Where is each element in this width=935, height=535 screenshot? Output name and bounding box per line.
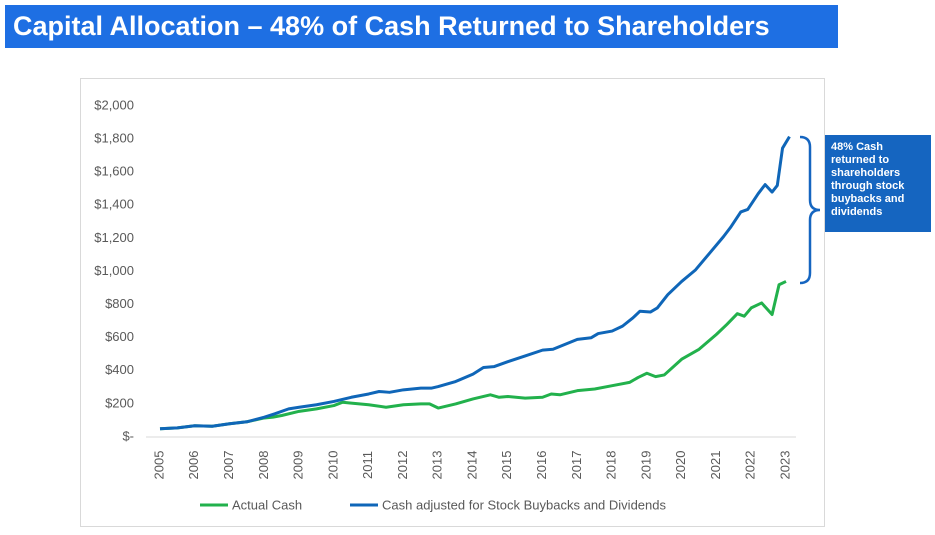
x-tick-label: 2006 (186, 451, 201, 480)
x-tick-label: 2016 (534, 451, 549, 480)
line (159, 280, 787, 431)
y-tick-label: $1,000 (94, 263, 134, 278)
x-tick-label: 2019 (638, 451, 653, 480)
brace (799, 135, 821, 285)
y-tick-label: $400 (105, 362, 134, 377)
title-banner: Capital Allocation – 48% of Cash Returne… (5, 5, 838, 48)
y-tick-label: $1,600 (94, 164, 134, 179)
x-tick-label: 2014 (464, 451, 479, 480)
line (159, 135, 791, 431)
x-tick-label: 2005 (151, 451, 166, 480)
x-tick-label: 2022 (743, 451, 758, 480)
chart-frame (80, 78, 825, 527)
y-tick-label: $1,200 (94, 230, 134, 245)
x-tick-label: 2011 (360, 451, 375, 479)
y-tick-label: $1,800 (94, 131, 134, 146)
x-tick-label: 2021 (708, 451, 723, 480)
x-tick-label: 2007 (221, 451, 236, 480)
legend-label: Cash adjusted for Stock Buybacks and Div… (382, 497, 666, 512)
x-tick-label: 2018 (604, 451, 619, 480)
y-tick-label: $1,400 (94, 197, 134, 212)
x-tick-label: 2009 (291, 451, 306, 480)
x-tick-label: 2023 (777, 451, 792, 480)
y-tick-label: $800 (105, 296, 134, 311)
x-tick-label: 2012 (395, 451, 410, 480)
y-tick-label: $200 (105, 395, 134, 410)
x-tick-label: 2010 (325, 451, 340, 480)
legend-label: Actual Cash (232, 497, 302, 512)
annotation: 48% Cash returned to shareholders throug… (825, 135, 931, 232)
x-tick-label: 2008 (256, 451, 271, 480)
x-tick-label: 2017 (569, 451, 584, 480)
y-tick-label: $- (122, 428, 134, 443)
x-tick-label: 2013 (430, 451, 445, 480)
x-tick-label: 2020 (673, 451, 688, 480)
x-tick-label: 2015 (499, 451, 514, 480)
y-tick-label: $2,000 (94, 97, 134, 112)
y-tick-label: $600 (105, 329, 134, 344)
